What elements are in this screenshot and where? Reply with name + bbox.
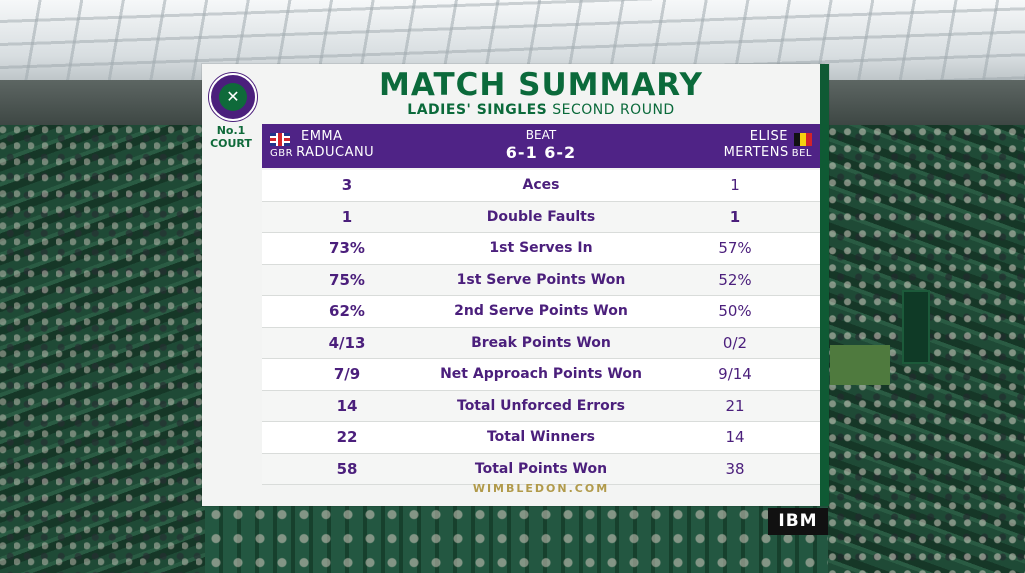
stat-row-unforced-errors: 14 Total Unforced Errors 21 — [262, 390, 820, 422]
stat-label: Total Winners — [486, 429, 596, 446]
player1-first-name: EMMA — [301, 129, 343, 144]
stat-p1-value: 14 — [336, 396, 358, 415]
stats-table: 3 Aces 1 1 Double Faults 1 73% 1st Serve… — [262, 170, 820, 485]
round-name: SECOND ROUND — [552, 102, 675, 118]
player2-country: BEL — [791, 148, 812, 159]
stat-row-net-approach: 7/9 Net Approach Points Won 9/14 — [262, 359, 820, 391]
stat-label: Break Points Won — [471, 334, 611, 351]
court-scoreboard — [902, 290, 930, 364]
crowd-stand-bottom — [205, 505, 828, 573]
event-name: LADIES' SINGLES — [407, 102, 548, 118]
stat-p2-value: 9/14 — [718, 365, 752, 384]
stat-p2-value: 0/2 — [722, 333, 748, 352]
player1-last-name: RADUCANU — [296, 145, 375, 160]
stat-p1-value: 58 — [336, 459, 358, 478]
stat-p2-value: 52% — [718, 270, 752, 289]
stat-row-aces: 3 Aces 1 — [262, 170, 820, 202]
flag-stripe-red — [806, 133, 812, 146]
court-grass — [830, 345, 890, 385]
stat-p1-value: 4/13 — [328, 333, 366, 352]
player2-block: ELISE MERTENS BEL — [724, 129, 812, 162]
player2-last-name-line: MERTENS BEL — [724, 145, 812, 162]
stat-row-break-points: 4/13 Break Points Won 0/2 — [262, 327, 820, 359]
stat-p2-value: 21 — [725, 396, 745, 415]
stat-row-winners: 22 Total Winners 14 — [262, 422, 820, 454]
stat-label: Total Points Won — [474, 460, 608, 477]
stat-row-second-serve-points: 62% 2nd Serve Points Won 50% — [262, 296, 820, 328]
stat-label: Net Approach Points Won — [440, 366, 642, 383]
website-footer: WIMBLEDON.COM — [472, 482, 610, 495]
stat-p1-value: 3 — [341, 176, 353, 195]
crowd-stand-left — [0, 125, 205, 573]
stat-row-total-points: 58 Total Points Won 38 — [262, 453, 820, 485]
sponsor-logo: IBM — [768, 508, 828, 535]
stat-p2-value: 57% — [718, 239, 752, 258]
player1-last-name-line: GBR RADUCANU — [270, 145, 374, 162]
players-header: EMMA GBR RADUCANU BEAT 6-1 6-2 ELISE MERT… — [262, 124, 820, 168]
stat-label: 1st Serves In — [489, 240, 593, 257]
stat-row-double-faults: 1 Double Faults 1 — [262, 201, 820, 233]
stat-p2-value: 50% — [718, 302, 752, 321]
stat-p2-value: 1 — [729, 207, 741, 226]
result-verb: BEAT — [525, 128, 557, 142]
stat-label: Aces — [522, 177, 560, 194]
match-result: BEAT 6-1 6-2 — [262, 127, 820, 163]
page-title: MATCH SUMMARY — [379, 67, 703, 103]
stat-row-first-serve-points: 75% 1st Serve Points Won 52% — [262, 264, 820, 296]
stat-p1-value: 62% — [329, 302, 365, 321]
player1-country: GBR — [270, 148, 294, 159]
flag-stripe-yellow — [800, 133, 806, 146]
stat-p1-value: 22 — [336, 428, 358, 447]
flag-stripe-black — [794, 133, 800, 146]
player2-first-name: ELISE — [749, 129, 788, 144]
stat-label: 1st Serve Points Won — [456, 271, 626, 288]
stat-label: Double Faults — [486, 208, 596, 225]
court-word: COURT — [210, 137, 252, 150]
wimbledon-logo: ✕ — [209, 73, 257, 121]
stat-p1-value: 1 — [341, 207, 353, 226]
belgium-flag-icon — [794, 133, 812, 146]
match-round: LADIES' SINGLES SECOND ROUND — [262, 101, 820, 119]
stat-p2-value: 38 — [725, 459, 745, 478]
stat-label: 2nd Serve Points Won — [454, 303, 628, 320]
uk-flag-icon — [270, 133, 290, 146]
player1-block: EMMA GBR RADUCANU — [270, 129, 374, 162]
stat-p1-value: 73% — [329, 239, 365, 258]
stat-row-first-serves-in: 73% 1st Serves In 57% — [262, 233, 820, 265]
stat-p2-value: 1 — [730, 176, 740, 195]
stat-label: Total Unforced Errors — [457, 397, 625, 414]
stat-p2-value: 14 — [725, 428, 745, 447]
stat-p1-value: 75% — [329, 270, 365, 289]
crossed-rackets-icon: ✕ — [219, 83, 247, 111]
match-score: 6-1 6-2 — [505, 143, 577, 162]
court-label: No.1 COURT — [204, 124, 258, 150]
panel-accent-bar — [820, 64, 829, 506]
stat-p1-value: 7/9 — [333, 365, 361, 384]
court-number: No.1 — [216, 124, 246, 137]
player2-last-name: MERTENS — [723, 145, 789, 160]
